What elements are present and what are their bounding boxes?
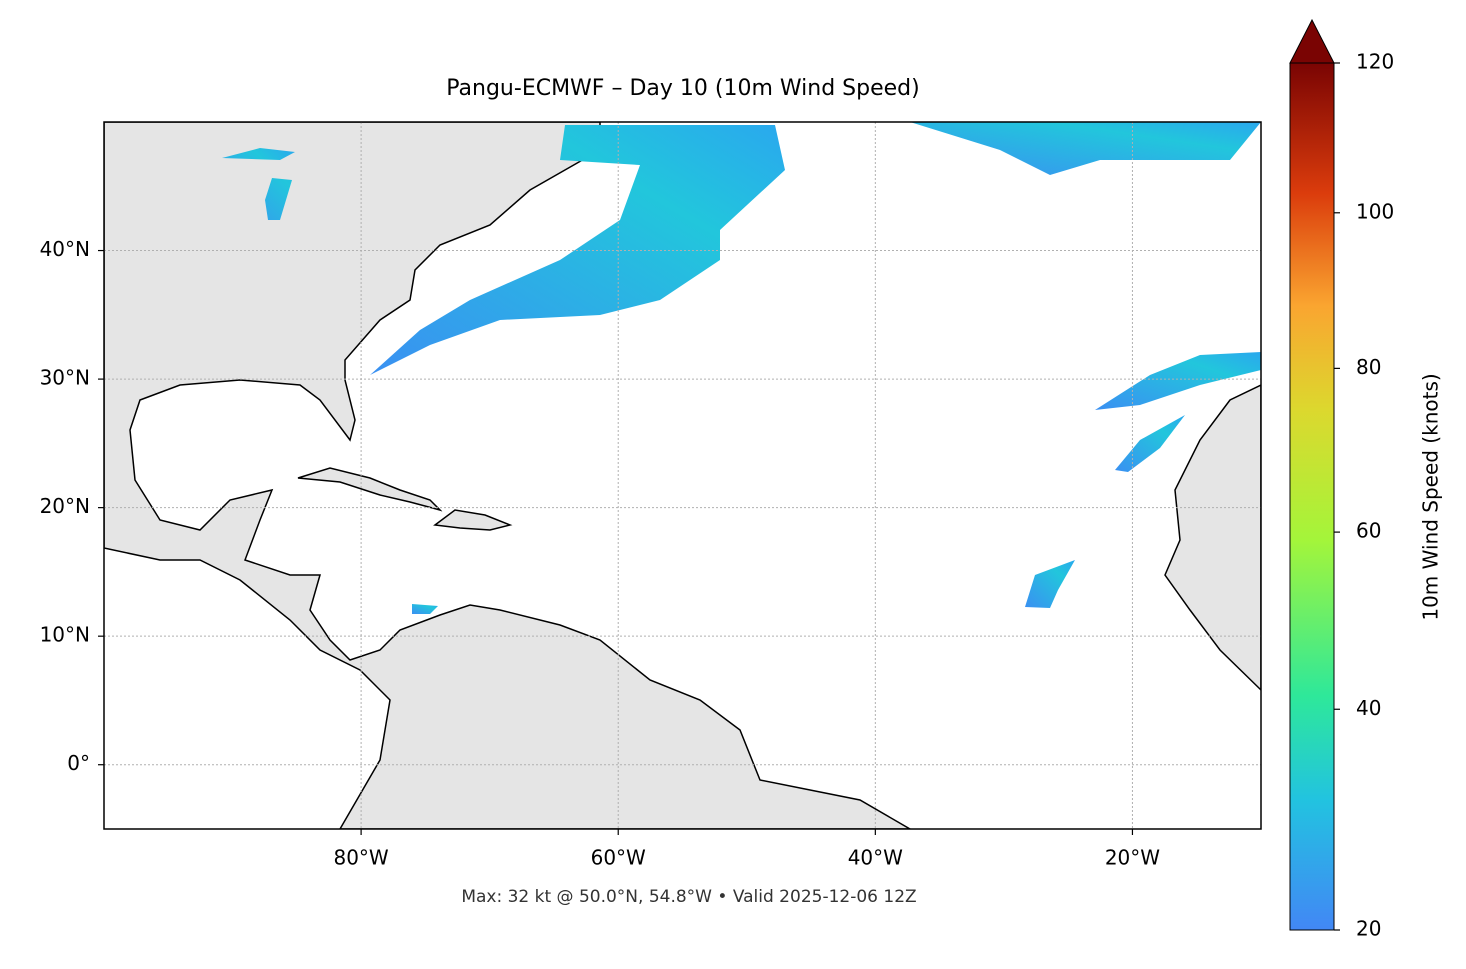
colorbar-tick-label: 20 (1356, 917, 1381, 941)
colorbar-tick-label: 100 (1356, 199, 1394, 223)
map-frame (103, 121, 1262, 830)
y-tick-label: 20°N (40, 494, 90, 518)
land (297, 467, 443, 512)
wind-area (370, 125, 785, 375)
x-tick-label: 80°W (333, 846, 388, 870)
x-tick-label: 40°W (848, 846, 903, 870)
x-tick-label: 20°W (1105, 846, 1160, 870)
wind-field (222, 122, 1261, 614)
wind-area (412, 604, 438, 614)
y-tick-label: 0° (67, 751, 90, 775)
land (104, 122, 912, 829)
map-area (104, 122, 1261, 829)
colorbar-extend (1289, 18, 1335, 64)
x-tick-label: 60°W (591, 846, 646, 870)
y-tick-label: 40°N (40, 237, 90, 261)
wind-area (1115, 415, 1185, 472)
wind-area (222, 148, 295, 220)
chart-title: Pangu-ECMWF – Day 10 (10m Wind Speed) (446, 76, 919, 101)
colorbar-tick-label: 40 (1356, 696, 1381, 720)
colorbar (1289, 62, 1335, 931)
wind-area (1025, 560, 1075, 608)
wind-area (1095, 352, 1261, 410)
y-tick-label: 30°N (40, 366, 90, 390)
land (1164, 384, 1261, 692)
colorbar-tick-label: 60 (1356, 519, 1381, 543)
colorbar-label: 10m Wind Speed (knots) (1419, 373, 1443, 620)
wind-area (910, 122, 1261, 175)
footer-note: Max: 32 kt @ 50.0°N, 54.8°W • Valid 2025… (461, 887, 916, 907)
colorbar-tick-label: 80 (1356, 355, 1381, 379)
y-tick-label: 10°N (40, 623, 90, 647)
colorbar-tick-label: 120 (1356, 50, 1394, 74)
land (433, 509, 513, 531)
